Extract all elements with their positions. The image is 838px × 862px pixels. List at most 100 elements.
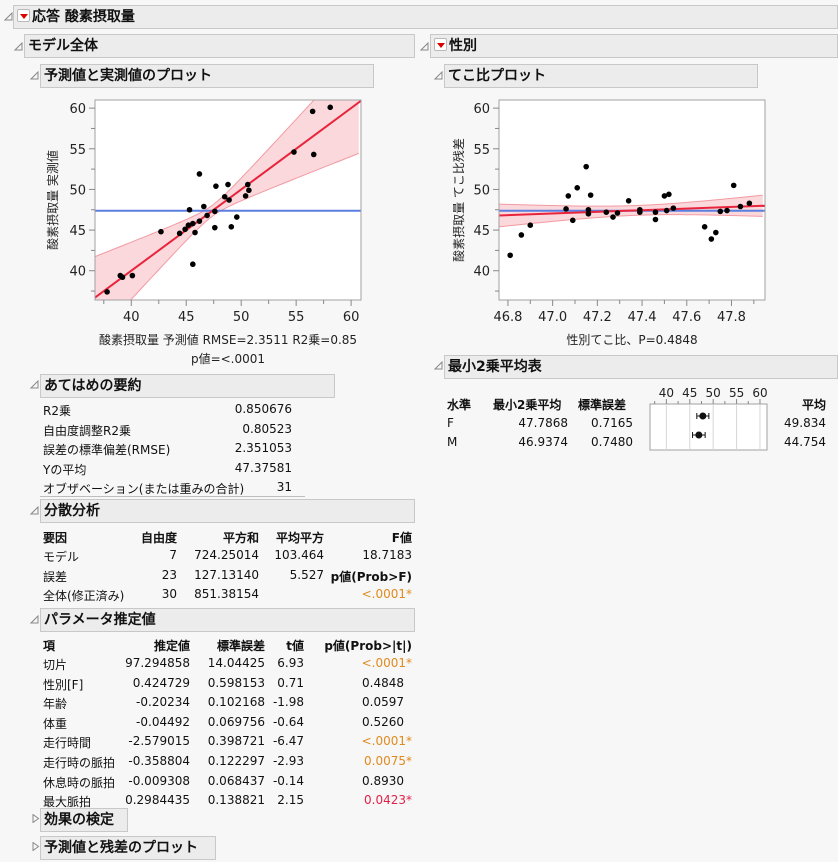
data-point[interactable] [212,208,218,215]
svg-text:酸素摂取量 予測値 RMSE=2.3511 R2乗=0.8: 酸素摂取量 予測値 RMSE=2.3511 R2乗=0.85 [99,332,357,347]
effect-tests-header[interactable]: 効果の検定 [40,808,128,832]
collapse-triangle-icon[interactable] [434,361,443,370]
data-point[interactable] [212,224,218,231]
data-point[interactable] [730,182,737,189]
data-point[interactable] [104,289,110,295]
data-point[interactable] [587,192,594,198]
data-point[interactable] [226,197,232,203]
sex-header[interactable]: 性別 [430,34,838,58]
ls-mean: 44.754 [784,435,826,449]
data-point[interactable] [527,222,534,229]
param-cell: 0.71 [277,675,304,690]
data-point[interactable] [583,163,589,170]
data-point[interactable] [201,203,207,210]
data-point[interactable] [652,216,659,223]
whole-model-header[interactable]: モデル全体 [24,34,415,58]
data-point[interactable] [507,252,513,259]
collapse-triangle-icon[interactable] [30,506,39,515]
param-col-header: 推定値 [153,639,190,653]
param-cell: <.0001* [361,734,412,749]
data-point[interactable] [310,151,317,158]
data-point[interactable] [182,226,188,233]
ls-means-title: 最小2乗平均表 [448,359,542,375]
data-point[interactable] [637,206,643,213]
collapse-triangle-icon[interactable] [4,12,13,21]
data-point[interactable] [228,224,235,230]
summary-of-fit-header[interactable]: あてはめの要約 [40,374,335,398]
leverage-plot-header[interactable]: てこ比プロット [444,64,758,88]
svg-text:性別てこ比、P=0.4848: 性別てこ比、P=0.4848 [566,333,697,347]
data-point[interactable] [652,209,659,215]
collapse-triangle-icon[interactable] [30,71,39,80]
data-point[interactable] [225,181,231,188]
data-point[interactable] [701,224,708,230]
data-point[interactable] [185,222,192,229]
collapse-triangle-icon[interactable] [420,42,429,51]
data-point[interactable] [518,232,525,238]
data-point[interactable] [661,193,668,199]
data-point[interactable] [663,207,670,214]
data-point[interactable] [666,191,672,198]
data-point[interactable] [291,149,297,155]
data-point[interactable] [176,230,183,237]
data-point[interactable] [614,210,621,216]
data-point[interactable] [213,183,219,189]
data-point[interactable] [565,193,572,199]
data-point[interactable] [585,206,592,213]
data-point[interactable] [737,203,744,210]
data-point[interactable] [327,104,334,111]
expand-triangle-icon[interactable] [31,842,40,851]
param-cell: 0.598153 [207,675,265,690]
actual-by-predicted-header[interactable]: 予測値と実測値のプロット [40,64,374,88]
red-triangle-menu-icon[interactable] [434,38,447,51]
param-cell: -2.93 [272,754,304,768]
data-point[interactable] [585,211,592,217]
param-cell: 年齢 [43,697,68,712]
anova-header[interactable]: 分散分析 [40,499,415,523]
data-point[interactable] [713,229,719,236]
data-point[interactable] [610,214,616,220]
red-triangle-menu-icon[interactable] [17,9,30,22]
data-point[interactable] [603,209,610,215]
data-point[interactable] [246,187,252,194]
collapse-triangle-icon[interactable] [14,42,23,51]
data-point[interactable] [724,207,730,214]
data-point[interactable] [158,228,164,235]
data-point[interactable] [563,206,569,212]
data-point[interactable] [204,212,210,219]
ls-means-header[interactable]: 最小2乗平均表 [444,355,838,379]
data-point[interactable] [242,193,249,199]
data-point[interactable] [309,108,316,115]
data-point[interactable] [233,214,240,220]
data-point[interactable] [708,236,715,242]
ls-col-mean: 平均 [801,398,826,412]
data-point[interactable] [186,206,193,213]
data-point[interactable] [569,217,576,224]
svg-text:46.8: 46.8 [493,310,522,325]
fit-stat-value: 47.37581 [234,460,292,475]
data-point[interactable] [190,220,196,227]
fit-stat-label: R2乗 [43,404,71,418]
data-point[interactable] [190,261,196,268]
data-point[interactable] [192,229,198,236]
data-point[interactable] [670,205,677,211]
data-point[interactable] [574,185,581,191]
data-point[interactable] [746,200,753,207]
response-header[interactable]: 応答 酸素摂取量 [13,5,838,29]
data-point[interactable] [244,181,251,188]
collapse-triangle-icon[interactable] [30,380,39,389]
data-point[interactable] [196,171,203,177]
collapse-triangle-icon[interactable] [30,615,39,624]
anova-cell: 724.25014 [194,548,259,562]
residual-by-predicted-header[interactable]: 予測値と残差のプロット [40,836,216,860]
expand-triangle-icon[interactable] [31,814,40,823]
data-point[interactable] [717,208,724,215]
data-point[interactable] [625,198,632,204]
data-point[interactable] [196,218,203,224]
parameter-estimates-header[interactable]: パラメータ推定値 [40,608,415,632]
anova-cell: 103.464 [274,548,324,562]
data-point[interactable] [129,272,136,279]
collapse-triangle-icon[interactable] [434,71,443,80]
data-point[interactable] [221,193,228,200]
data-point[interactable] [119,274,126,281]
